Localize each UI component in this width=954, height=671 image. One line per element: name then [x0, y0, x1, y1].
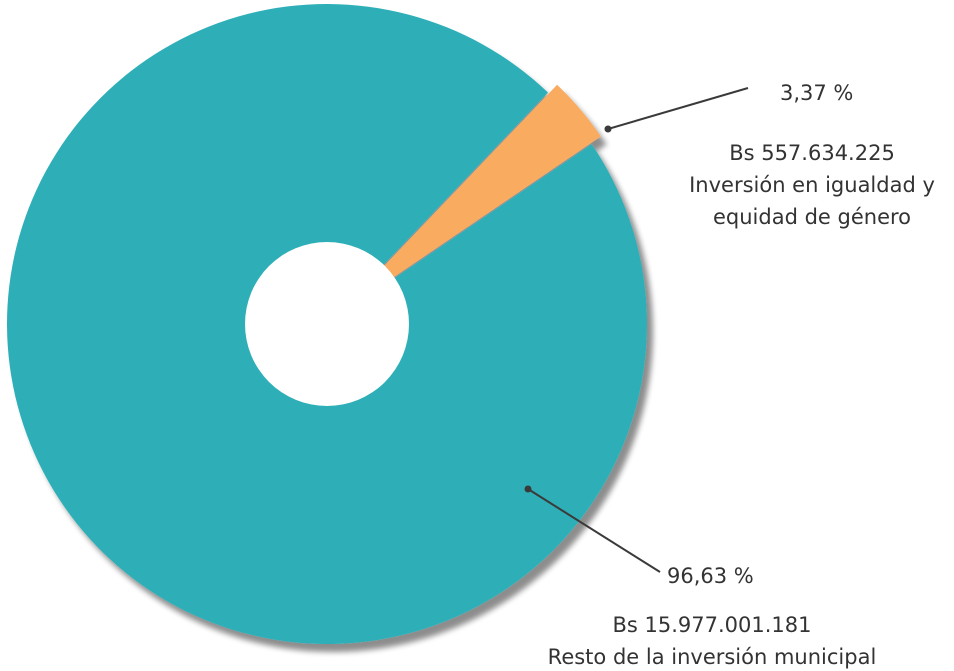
- pie-slice-gender: [336, 84, 601, 317]
- description-line1-rest: Resto de la inversión municipal: [548, 645, 877, 669]
- leader-line-gender: [607, 87, 749, 130]
- leader-dot-gender: [604, 125, 612, 133]
- donut-hole: [245, 242, 409, 406]
- percent-label-gender: 3,37 %: [780, 81, 853, 105]
- description-line1-gender: Inversión en igualdad y: [689, 173, 935, 197]
- amount-label-gender: Bs 557.634.225: [729, 141, 895, 165]
- percent-label-rest: 96,63 %: [667, 564, 754, 588]
- description-line2-gender: equidad de género: [713, 205, 911, 229]
- amount-label-rest: Bs 15.977.001.181: [612, 613, 811, 637]
- leader-line-rest: [527, 488, 661, 573]
- leader-dot-rest: [524, 485, 532, 493]
